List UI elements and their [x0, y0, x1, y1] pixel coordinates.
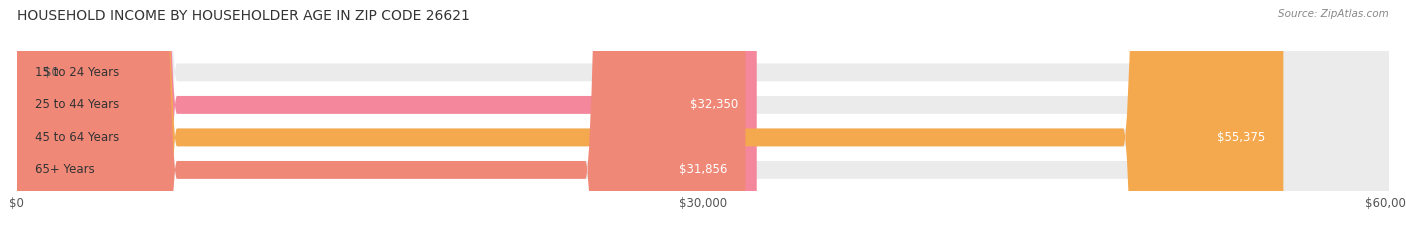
Text: 45 to 64 Years: 45 to 64 Years [35, 131, 120, 144]
Text: 25 to 44 Years: 25 to 44 Years [35, 98, 120, 111]
FancyBboxPatch shape [17, 0, 1389, 233]
Text: HOUSEHOLD INCOME BY HOUSEHOLDER AGE IN ZIP CODE 26621: HOUSEHOLD INCOME BY HOUSEHOLDER AGE IN Z… [17, 9, 470, 23]
Text: $0: $0 [45, 66, 59, 79]
FancyBboxPatch shape [17, 0, 1284, 233]
Text: $55,375: $55,375 [1216, 131, 1265, 144]
FancyBboxPatch shape [17, 0, 1389, 233]
FancyBboxPatch shape [17, 0, 1389, 233]
FancyBboxPatch shape [17, 0, 1389, 233]
Text: 65+ Years: 65+ Years [35, 163, 96, 176]
Text: $31,856: $31,856 [679, 163, 727, 176]
Text: $32,350: $32,350 [690, 98, 738, 111]
FancyBboxPatch shape [17, 0, 745, 233]
Text: Source: ZipAtlas.com: Source: ZipAtlas.com [1278, 9, 1389, 19]
FancyBboxPatch shape [17, 0, 756, 233]
Text: 15 to 24 Years: 15 to 24 Years [35, 66, 120, 79]
